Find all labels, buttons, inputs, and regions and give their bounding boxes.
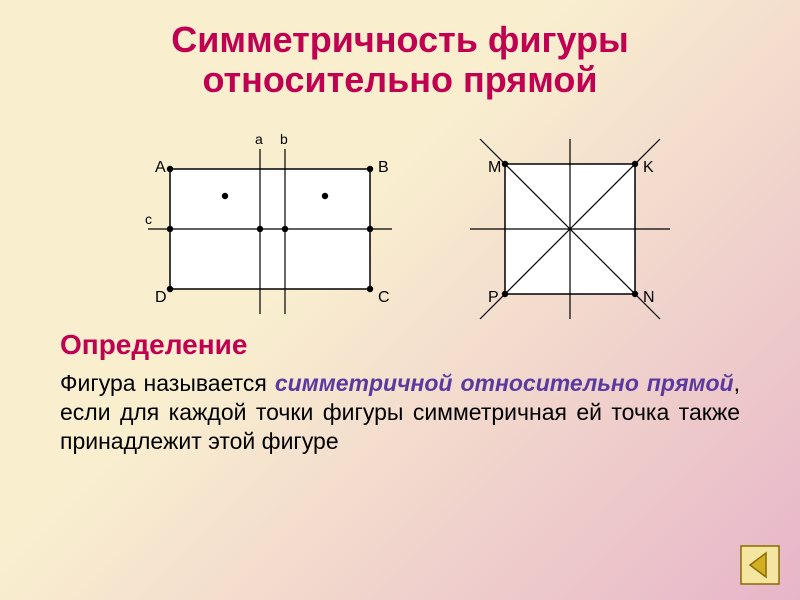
body-prefix: Фигура называется bbox=[60, 370, 275, 396]
diagram-square: M K N P bbox=[450, 124, 710, 324]
diagrams-area: A B C Da b c M K N P bbox=[50, 109, 750, 319]
svg-text:a: a bbox=[255, 131, 263, 147]
svg-text:K: K bbox=[643, 159, 654, 176]
title-line-1: Симметричность фигуры bbox=[171, 19, 629, 60]
svg-text:D: D bbox=[155, 289, 167, 306]
svg-text:N: N bbox=[643, 289, 655, 306]
title-line-2: относительно прямой bbox=[202, 59, 597, 100]
svg-text:A: A bbox=[155, 159, 166, 176]
definition-heading: Определение bbox=[60, 329, 750, 361]
definition-body: Фигура называется симметричной относител… bbox=[50, 369, 750, 455]
svg-text:M: M bbox=[488, 159, 501, 176]
slide: Симметричность фигуры относительно прямо… bbox=[0, 0, 800, 600]
svg-text:c: c bbox=[145, 211, 152, 227]
svg-text:b: b bbox=[280, 131, 288, 147]
slide-title: Симметричность фигуры относительно прямо… bbox=[50, 20, 750, 99]
svg-text:C: C bbox=[378, 289, 390, 306]
body-emph: симметричной относительно прямой bbox=[275, 370, 734, 396]
nav-back-button[interactable] bbox=[740, 545, 780, 585]
arrow-left-icon bbox=[740, 545, 780, 585]
svg-text:B: B bbox=[378, 159, 389, 176]
diagram-rectangle: A B C Da b c bbox=[130, 124, 410, 324]
svg-text:P: P bbox=[488, 289, 499, 306]
